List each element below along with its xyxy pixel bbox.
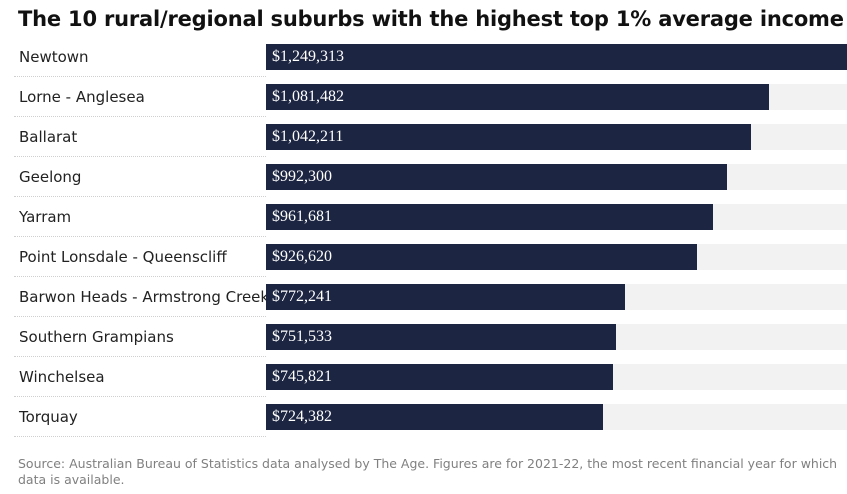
bar-row: Torquay $724,382 (0, 397, 847, 437)
bar-track: $745,821 (266, 364, 847, 390)
row-divider (14, 276, 266, 277)
bar-value-label: $961,681 (272, 208, 332, 225)
category-label: Winchelsea (19, 368, 105, 386)
bar-row: Geelong $992,300 (0, 157, 847, 197)
category-label: Newtown (19, 48, 89, 66)
bar-value-label: $724,382 (272, 408, 332, 425)
row-divider (14, 396, 266, 397)
bar-value-label: $751,533 (272, 328, 332, 345)
category-label: Southern Grampians (19, 328, 174, 346)
bar: $751,533 (266, 324, 616, 350)
bar-track: $1,249,313 (266, 44, 847, 70)
chart-title: The 10 rural/regional suburbs with the h… (18, 7, 844, 31)
bar: $992,300 (266, 164, 727, 190)
row-divider (14, 76, 266, 77)
category-label: Point Lonsdale - Queenscliff (19, 248, 227, 266)
bar: $926,620 (266, 244, 697, 270)
bar-value-label: $1,081,482 (272, 88, 344, 105)
category-label: Lorne - Anglesea (19, 88, 145, 106)
bar: $1,042,211 (266, 124, 751, 150)
category-label: Torquay (19, 408, 78, 426)
category-label: Geelong (19, 168, 82, 186)
bar-track: $961,681 (266, 204, 847, 230)
category-label: Barwon Heads - Armstrong Creek (19, 288, 270, 306)
bar-value-label: $1,249,313 (272, 48, 344, 65)
bar-track: $992,300 (266, 164, 847, 190)
bar-row: Newtown $1,249,313 (0, 37, 847, 77)
bar-value-label: $772,241 (272, 288, 332, 305)
bar-row: Point Lonsdale - Queenscliff $926,620 (0, 237, 847, 277)
bar: $961,681 (266, 204, 713, 230)
bar: $724,382 (266, 404, 603, 430)
row-divider (14, 116, 266, 117)
bar-value-label: $926,620 (272, 248, 332, 265)
category-label: Yarram (19, 208, 72, 226)
row-divider (14, 236, 266, 237)
bar: $1,249,313 (266, 44, 847, 70)
row-divider (14, 316, 266, 317)
bar-value-label: $1,042,211 (272, 128, 344, 145)
bar-track: $1,042,211 (266, 124, 847, 150)
row-divider (14, 356, 266, 357)
bar-row: Southern Grampians $751,533 (0, 317, 847, 357)
row-divider (14, 156, 266, 157)
bar-value-label: $992,300 (272, 168, 332, 185)
row-divider (14, 196, 266, 197)
bar-track: $751,533 (266, 324, 847, 350)
bar-track: $724,382 (266, 404, 847, 430)
bar-row: Winchelsea $745,821 (0, 357, 847, 397)
bar-row: Ballarat $1,042,211 (0, 117, 847, 157)
bar-track: $1,081,482 (266, 84, 847, 110)
bar: $1,081,482 (266, 84, 769, 110)
bar-row: Lorne - Anglesea $1,081,482 (0, 77, 847, 117)
source-note: Source: Australian Bureau of Statistics … (18, 456, 838, 487)
bar-row: Yarram $961,681 (0, 197, 847, 237)
bar-value-label: $745,821 (272, 368, 332, 385)
bar-track: $772,241 (266, 284, 847, 310)
row-divider (14, 436, 266, 437)
bar: $772,241 (266, 284, 625, 310)
bar: $745,821 (266, 364, 613, 390)
category-label: Ballarat (19, 128, 78, 146)
bar-track: $926,620 (266, 244, 847, 270)
bar-row: Barwon Heads - Armstrong Creek $772,241 (0, 277, 847, 317)
